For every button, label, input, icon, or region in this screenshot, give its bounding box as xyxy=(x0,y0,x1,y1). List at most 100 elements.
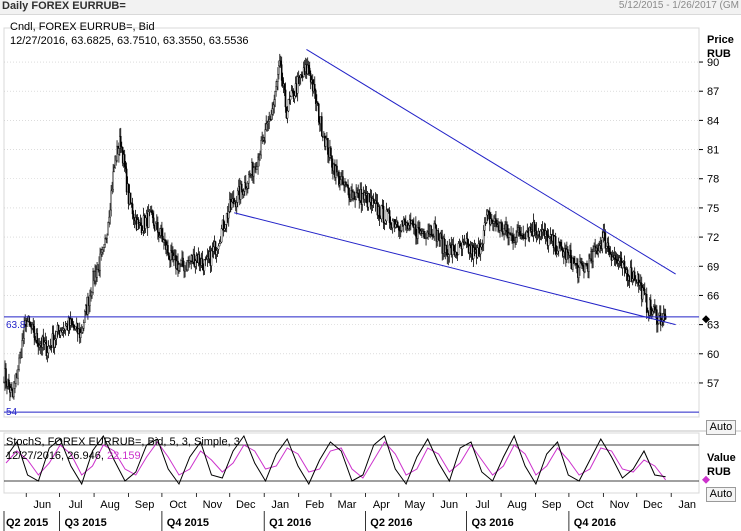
candle-body xyxy=(239,183,242,200)
trendline xyxy=(234,212,676,326)
candle-body xyxy=(516,231,518,238)
candle-body xyxy=(61,330,64,333)
x-month-label: Aug xyxy=(507,499,527,511)
candle-body xyxy=(445,244,448,250)
candle-body xyxy=(246,188,248,190)
candle-body xyxy=(397,226,400,231)
candle-body xyxy=(100,252,102,255)
candle-body xyxy=(76,322,79,334)
price-auto-scale-button[interactable]: Auto xyxy=(706,420,736,435)
candle-body xyxy=(512,235,514,243)
candle-body xyxy=(660,321,663,326)
candle-body xyxy=(485,214,488,223)
candle-body xyxy=(425,237,427,239)
price-trendlines xyxy=(234,48,676,326)
candle-body xyxy=(157,222,159,233)
x-month-label: Oct xyxy=(169,499,186,511)
candle-body xyxy=(148,211,151,213)
x-quarter-label: Q3 2015 xyxy=(64,517,106,529)
y-tick-label: 57 xyxy=(707,378,719,390)
candle-body xyxy=(314,90,317,104)
candle-body xyxy=(348,187,350,198)
candle-body xyxy=(611,256,614,261)
candle-body xyxy=(331,155,333,168)
candle-body xyxy=(389,222,392,225)
y-tick-label: 81 xyxy=(707,145,719,157)
candle-body xyxy=(225,213,228,225)
candle-body xyxy=(271,108,274,115)
candle-body xyxy=(317,103,320,123)
candle-body xyxy=(137,219,140,225)
candle-body xyxy=(161,228,163,237)
x-month-label: Nov xyxy=(610,499,630,511)
candle-body xyxy=(597,250,600,254)
candle-body xyxy=(493,221,495,224)
candle-body xyxy=(300,74,303,77)
candle-body xyxy=(476,247,479,258)
candle-body xyxy=(79,332,82,339)
candle-body xyxy=(394,224,397,228)
candle-body xyxy=(227,211,230,219)
stoch-auto-scale-button[interactable]: Auto xyxy=(706,487,736,502)
candle-body xyxy=(108,216,110,223)
x-month-label: Aug xyxy=(100,499,120,511)
candle-body xyxy=(495,218,497,224)
candle-body xyxy=(232,198,235,205)
candle-body xyxy=(129,192,132,204)
candle-body xyxy=(487,211,490,214)
stoch-last-marker xyxy=(702,475,710,484)
candle-body xyxy=(633,271,636,281)
x-month-label: Oct xyxy=(576,499,593,511)
candle-body xyxy=(353,192,355,199)
candle-body xyxy=(245,182,247,189)
candle-body xyxy=(330,147,332,156)
x-month-label: Jan xyxy=(271,499,289,511)
candle-body xyxy=(266,122,269,125)
candle-body xyxy=(274,91,276,100)
candle-body xyxy=(642,287,645,290)
candle-body xyxy=(123,154,126,167)
candle-body xyxy=(447,254,450,257)
candle-body xyxy=(104,238,106,245)
candle-body xyxy=(5,368,7,383)
candle-body xyxy=(541,229,544,233)
x-quarter-label: Q4 2015 xyxy=(167,517,209,529)
candle-body xyxy=(451,244,454,255)
candle-body xyxy=(11,387,13,391)
candle-body xyxy=(372,198,375,202)
candle-body xyxy=(218,243,221,247)
candle-body xyxy=(302,67,305,77)
x-month-label: May xyxy=(404,499,425,511)
candle-body xyxy=(247,182,249,189)
candle-body xyxy=(501,222,503,233)
candle-body xyxy=(165,240,167,250)
candle-body xyxy=(290,90,293,97)
candle-body xyxy=(459,242,462,247)
candle-body xyxy=(105,238,107,240)
candle-body xyxy=(223,228,226,231)
candle-body xyxy=(180,260,182,265)
candle-body xyxy=(529,227,532,232)
price-plot-frame xyxy=(3,27,700,418)
candle-body xyxy=(430,225,432,235)
candle-body xyxy=(321,116,323,137)
candle-body xyxy=(107,222,109,236)
y-tick-label: 87 xyxy=(707,86,719,98)
candle-body xyxy=(139,222,142,226)
candle-body xyxy=(96,269,98,278)
candle-body xyxy=(178,264,180,271)
stoch-axis-label: Value xyxy=(707,452,736,464)
candle-body xyxy=(90,295,92,297)
candle-body xyxy=(106,234,108,240)
x-quarter-label: Q3 2016 xyxy=(471,517,513,529)
candle-body xyxy=(604,232,607,249)
candle-body xyxy=(289,96,292,100)
candle-body xyxy=(193,254,196,267)
candle-body xyxy=(391,220,394,229)
candle-body xyxy=(101,249,103,253)
x-month-label: Jul xyxy=(476,499,490,511)
candle-body xyxy=(375,200,378,203)
candle-body xyxy=(168,252,170,260)
candle-body xyxy=(70,318,73,325)
x-month-label: Dec xyxy=(643,499,663,511)
